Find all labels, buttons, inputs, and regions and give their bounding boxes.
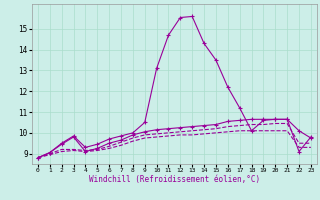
X-axis label: Windchill (Refroidissement éolien,°C): Windchill (Refroidissement éolien,°C) [89,175,260,184]
